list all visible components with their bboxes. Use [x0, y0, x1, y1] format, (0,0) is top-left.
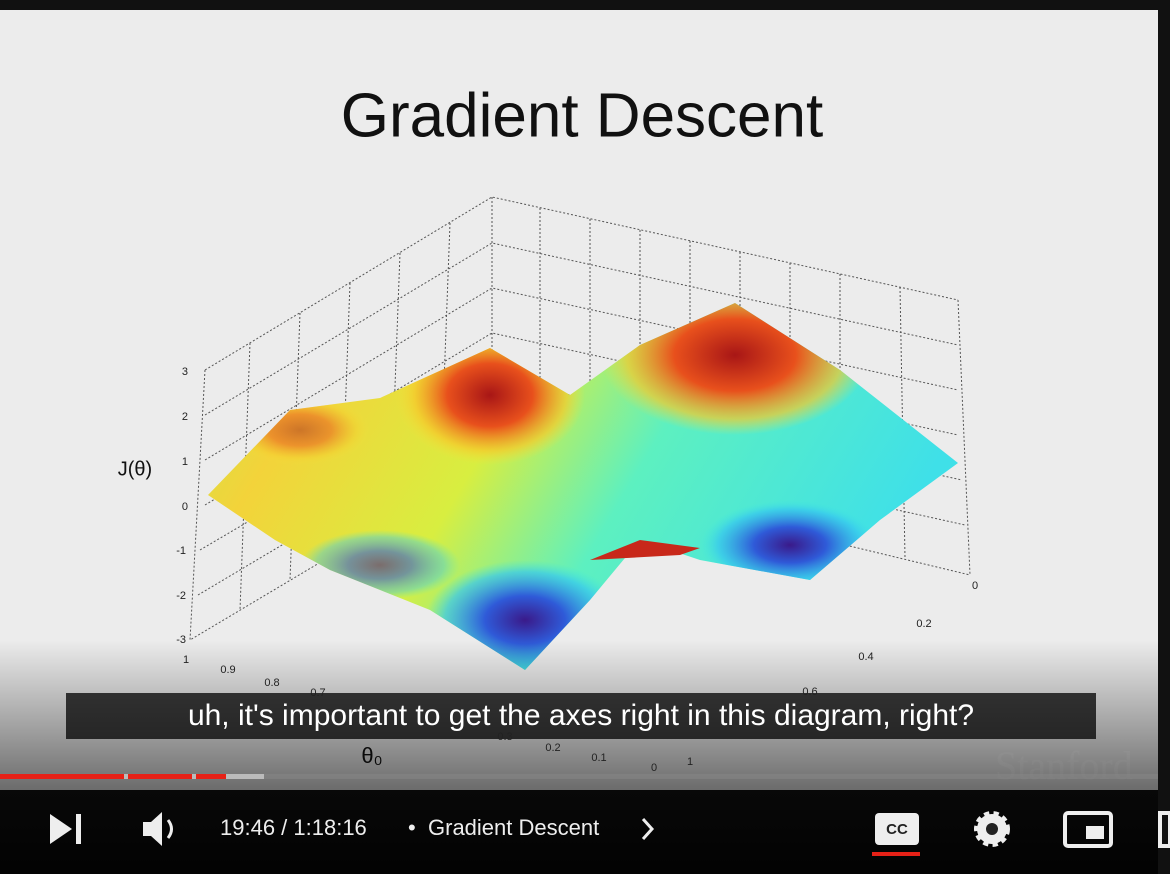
z-tick-label: 0 [182, 501, 188, 513]
theta0-tick-label: 0 [651, 762, 657, 774]
edge [1158, 0, 1170, 874]
next-button[interactable] [50, 814, 81, 844]
theta0-tick-label: 0.2 [545, 742, 560, 754]
separator: • [408, 815, 416, 840]
z-tick-label: -3 [176, 634, 186, 646]
theta0-tick-label: 0.9 [220, 664, 235, 676]
progress-played [196, 774, 226, 779]
theta0-tick-label: 0.8 [264, 677, 279, 689]
cc-button[interactable]: CC [872, 813, 920, 856]
z-tick-label: -2 [176, 590, 186, 602]
theta0-tick-label: 0.7 [310, 687, 325, 699]
cc-label: CC [886, 821, 908, 838]
settings-button[interactable] [974, 811, 1010, 847]
theta1-tick-label: 0 [972, 580, 978, 592]
z-tick-label: -1 [176, 545, 186, 557]
theta1-tick-label: 1 [687, 756, 693, 768]
progress-played [128, 774, 192, 779]
z-tick-label: 1 [182, 456, 188, 468]
controls-shade [0, 640, 1158, 874]
progress-bar[interactable] [0, 774, 1158, 779]
theta1-tick-label: 0.2 [916, 618, 931, 630]
theta0-tick-label: 0.1 [591, 752, 606, 764]
z-tick-label: 2 [182, 411, 188, 423]
caption-box [66, 693, 1096, 739]
progress-track[interactable] [0, 774, 1158, 779]
progress-played [0, 774, 124, 779]
theta0-tick-label: 1 [183, 654, 189, 666]
chapter[interactable]: Gradient Descent [428, 815, 599, 840]
tick-labels: 3 2 1 0 -1 -2 -3 1 0.9 0.8 0.7 0.3 0.2 0.1 0 0 0.2 0.4 0.6… [176, 366, 978, 774]
slide-title: Gradient Descent [341, 81, 823, 150]
time: 19:46 / 1:18:16 [220, 815, 367, 840]
volume-button[interactable] [143, 812, 173, 846]
theta1-tick-label: 0.6 [802, 686, 817, 698]
caption: uh, it's important to get the axes right… [188, 699, 974, 732]
chapter-chevron[interactable] [641, 817, 655, 841]
theater-button[interactable] [1158, 811, 1170, 848]
theta0-tick-label: 0.3 [497, 731, 512, 743]
theta1-tick-label: 0.4 [858, 651, 873, 663]
z-axis-label: J(θ) [118, 458, 152, 480]
miniplayer-button[interactable] [1063, 811, 1113, 848]
z-tick-label: 3 [182, 366, 188, 378]
